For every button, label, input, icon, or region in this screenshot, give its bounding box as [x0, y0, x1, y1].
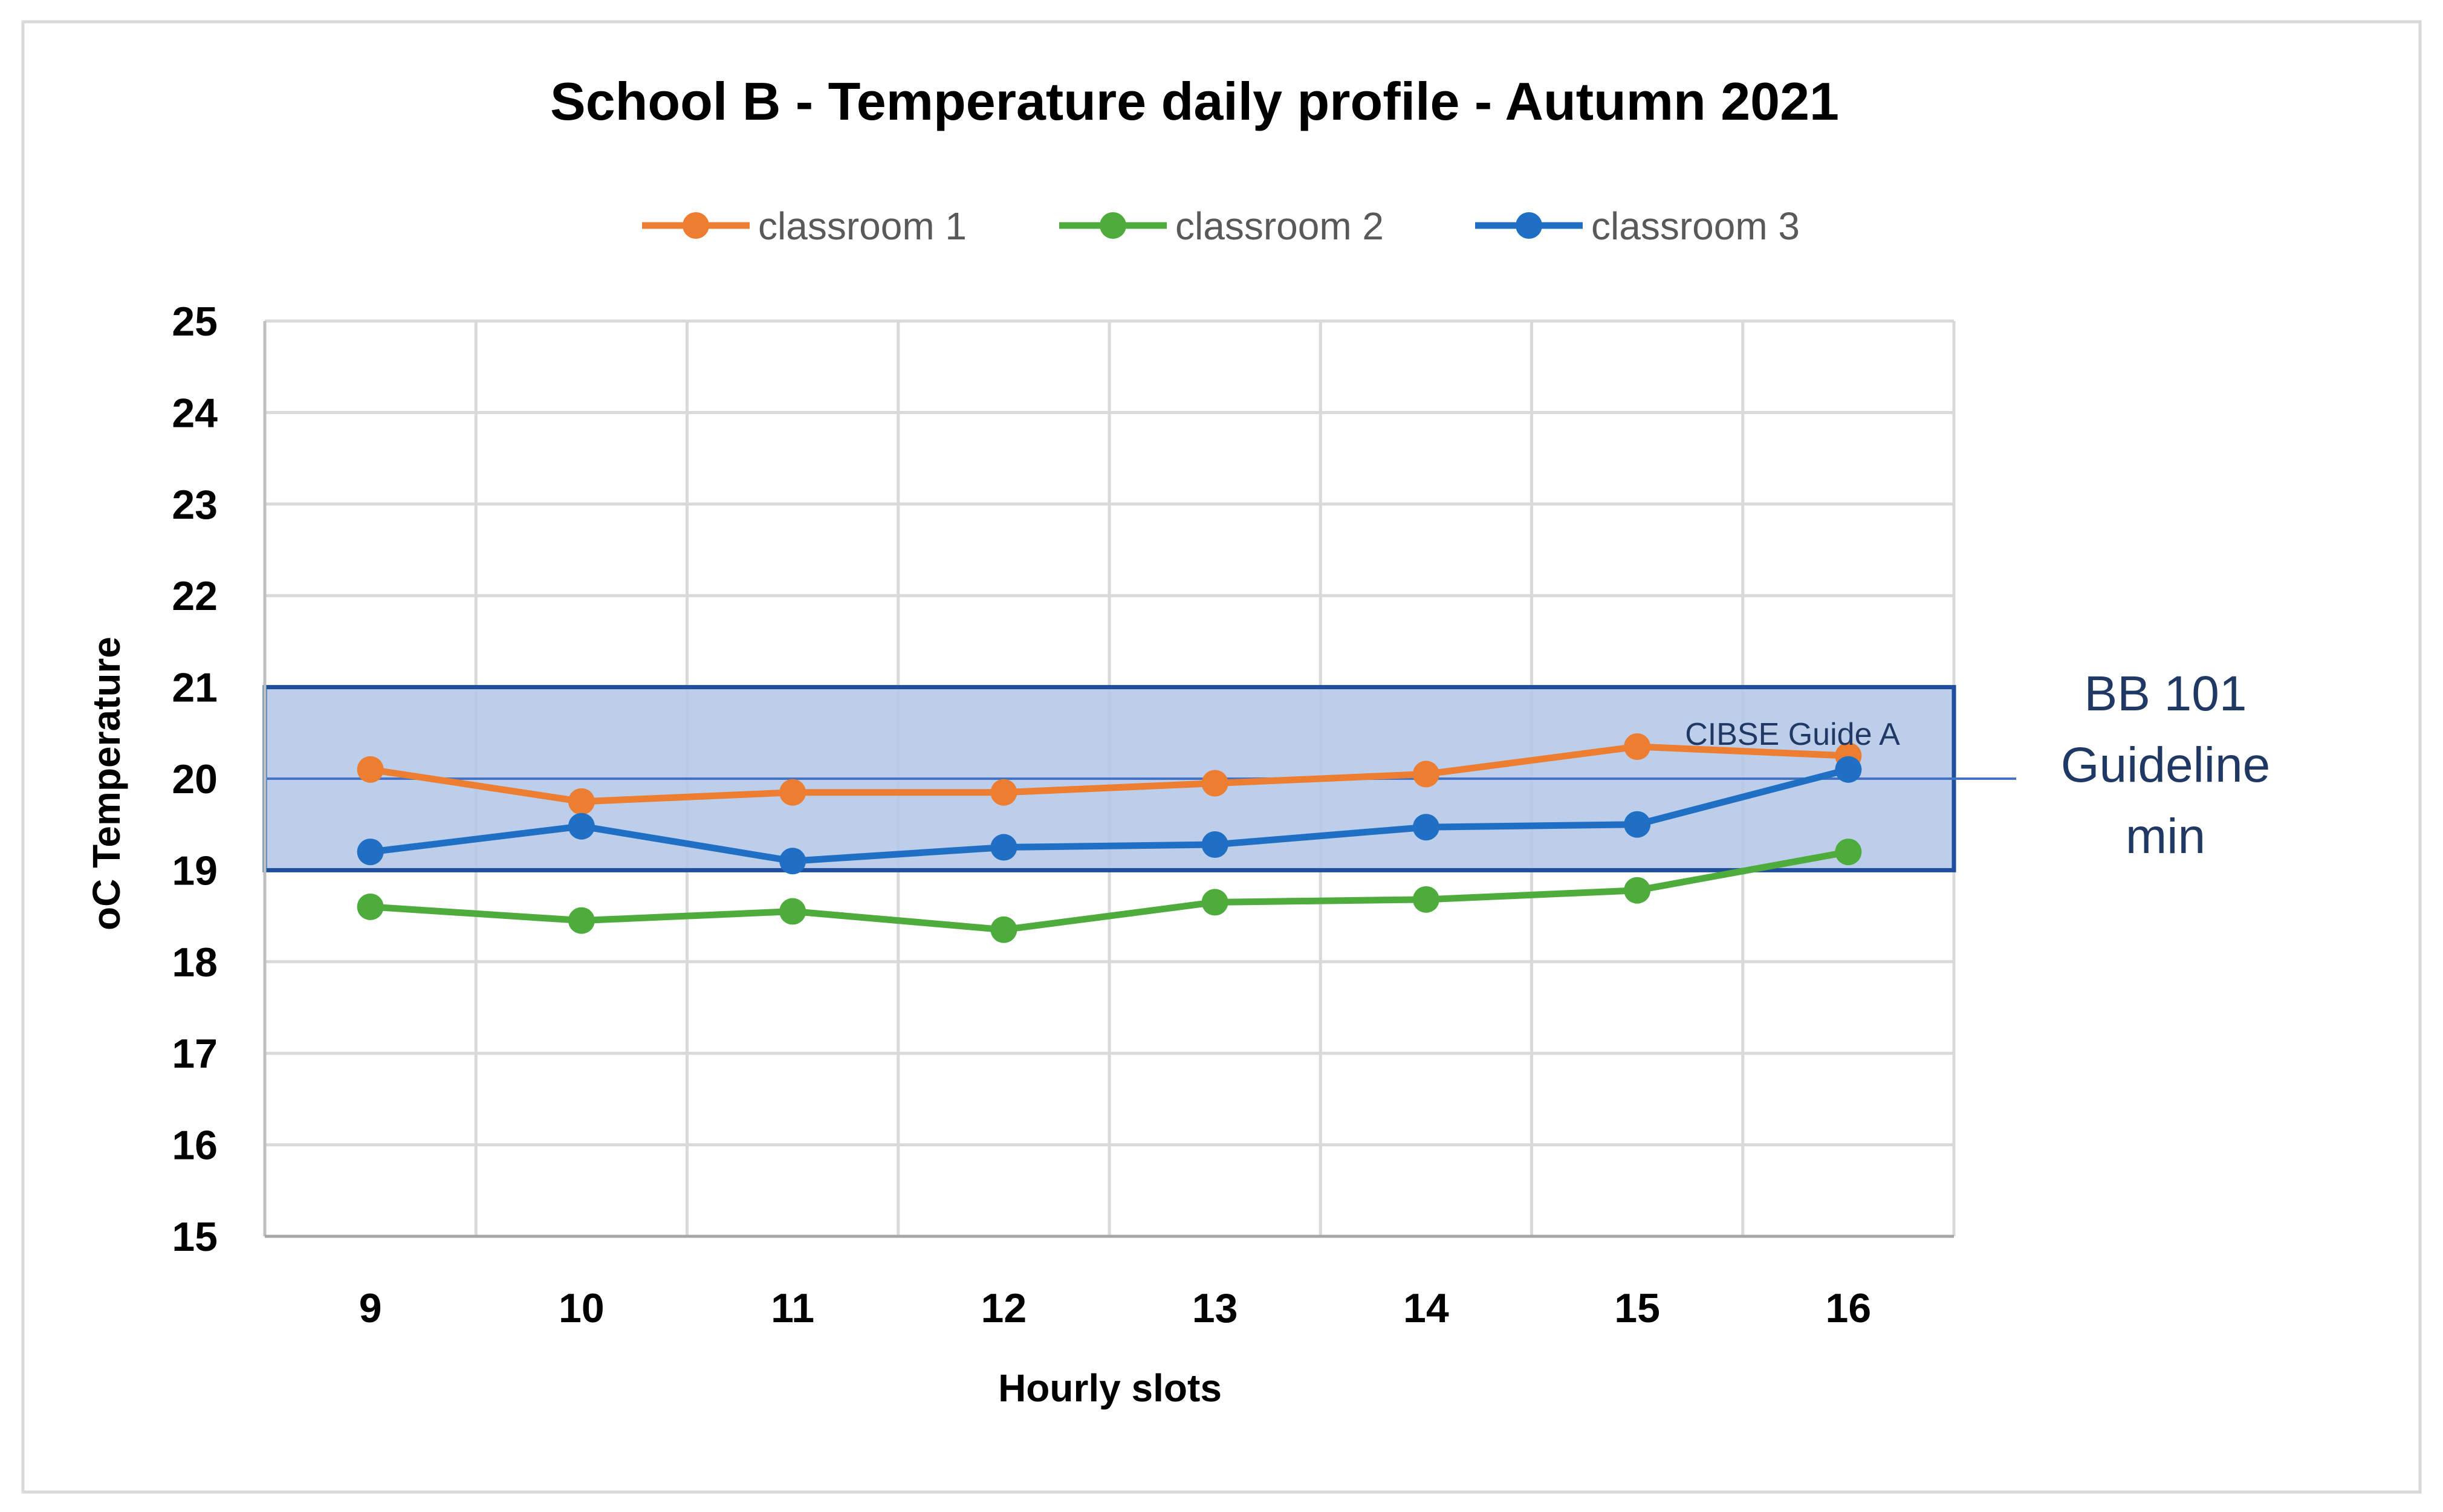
data-point [1201, 831, 1228, 858]
series-line [367, 848, 1852, 933]
data-point [1624, 811, 1651, 838]
y-tick-label: 24 [172, 390, 218, 436]
reference-line-label: BB 101 [2084, 666, 2247, 721]
y-tick-label: 16 [172, 1123, 218, 1169]
legend-item: classroom 2 [1059, 204, 1384, 248]
legend-marker [1516, 212, 1542, 239]
data-point [779, 779, 806, 806]
y-axis-title: oC Temperature [85, 637, 128, 930]
legend-item: classroom 1 [642, 204, 967, 248]
x-tick-label: 13 [1192, 1285, 1238, 1331]
x-tick-label: 11 [771, 1285, 814, 1331]
data-point [779, 898, 806, 925]
axes: 15 16 17 18 19 20 21 22 23 24 25 9 10 11 12 13 14 15 16 [172, 299, 1954, 1331]
x-tick-label: 9 [359, 1285, 382, 1331]
x-tick-label: 14 [1403, 1285, 1449, 1331]
guideline-band [262, 685, 2016, 872]
y-tick-label: 25 [172, 299, 218, 345]
y-tick-label: 20 [172, 756, 218, 802]
annotations: CIBSE Guide A BB 101 Guideline min [1685, 666, 2270, 864]
legend-label: classroom 3 [1591, 204, 1800, 248]
series-lines [357, 733, 1862, 943]
data-point [1835, 756, 1862, 783]
legend: classroom 1 classroom 2 classroom 3 [642, 204, 1800, 248]
data-point [1201, 889, 1228, 916]
data-point [1412, 886, 1439, 913]
data-point [1412, 761, 1439, 788]
x-tick-label: 12 [981, 1285, 1027, 1331]
legend-label: classroom 2 [1175, 204, 1384, 248]
chart-title: School B - Temperature daily profile - A… [550, 71, 1839, 131]
data-point [568, 907, 595, 934]
x-tick-label: 16 [1826, 1285, 1872, 1331]
legend-marker [1100, 212, 1126, 239]
data-point [1412, 814, 1439, 841]
data-point [568, 813, 595, 840]
data-point [1624, 733, 1651, 761]
y-tick-label: 23 [172, 482, 218, 528]
y-tick-label: 18 [172, 939, 218, 985]
data-point [990, 834, 1017, 861]
legend-marker [683, 212, 709, 239]
data-point [779, 848, 806, 875]
data-point [357, 893, 384, 920]
band-label: CIBSE Guide A [1685, 717, 1900, 752]
legend-label: classroom 1 [758, 204, 967, 248]
data-point [568, 788, 595, 815]
reference-line-label: min [2126, 809, 2205, 864]
data-point [990, 916, 1017, 943]
data-point [357, 839, 384, 866]
data-point [1624, 877, 1651, 904]
x-tick-label: 15 [1614, 1285, 1660, 1331]
series-line [367, 766, 1852, 865]
data-point [357, 756, 384, 783]
y-tick-label: 21 [172, 665, 218, 711]
data-point [990, 779, 1017, 806]
y-tick-label: 15 [172, 1214, 218, 1260]
y-tick-label: 19 [172, 848, 218, 894]
x-axis-title: Hourly slots [998, 1366, 1222, 1410]
reference-line-label: Guideline [2061, 738, 2270, 793]
data-point [1201, 770, 1228, 797]
x-tick-label: 10 [559, 1285, 605, 1331]
series-line [367, 743, 1852, 805]
y-tick-label: 17 [172, 1031, 218, 1077]
data-point [1835, 839, 1862, 866]
y-tick-label: 22 [172, 573, 218, 619]
legend-item: classroom 3 [1475, 204, 1800, 248]
